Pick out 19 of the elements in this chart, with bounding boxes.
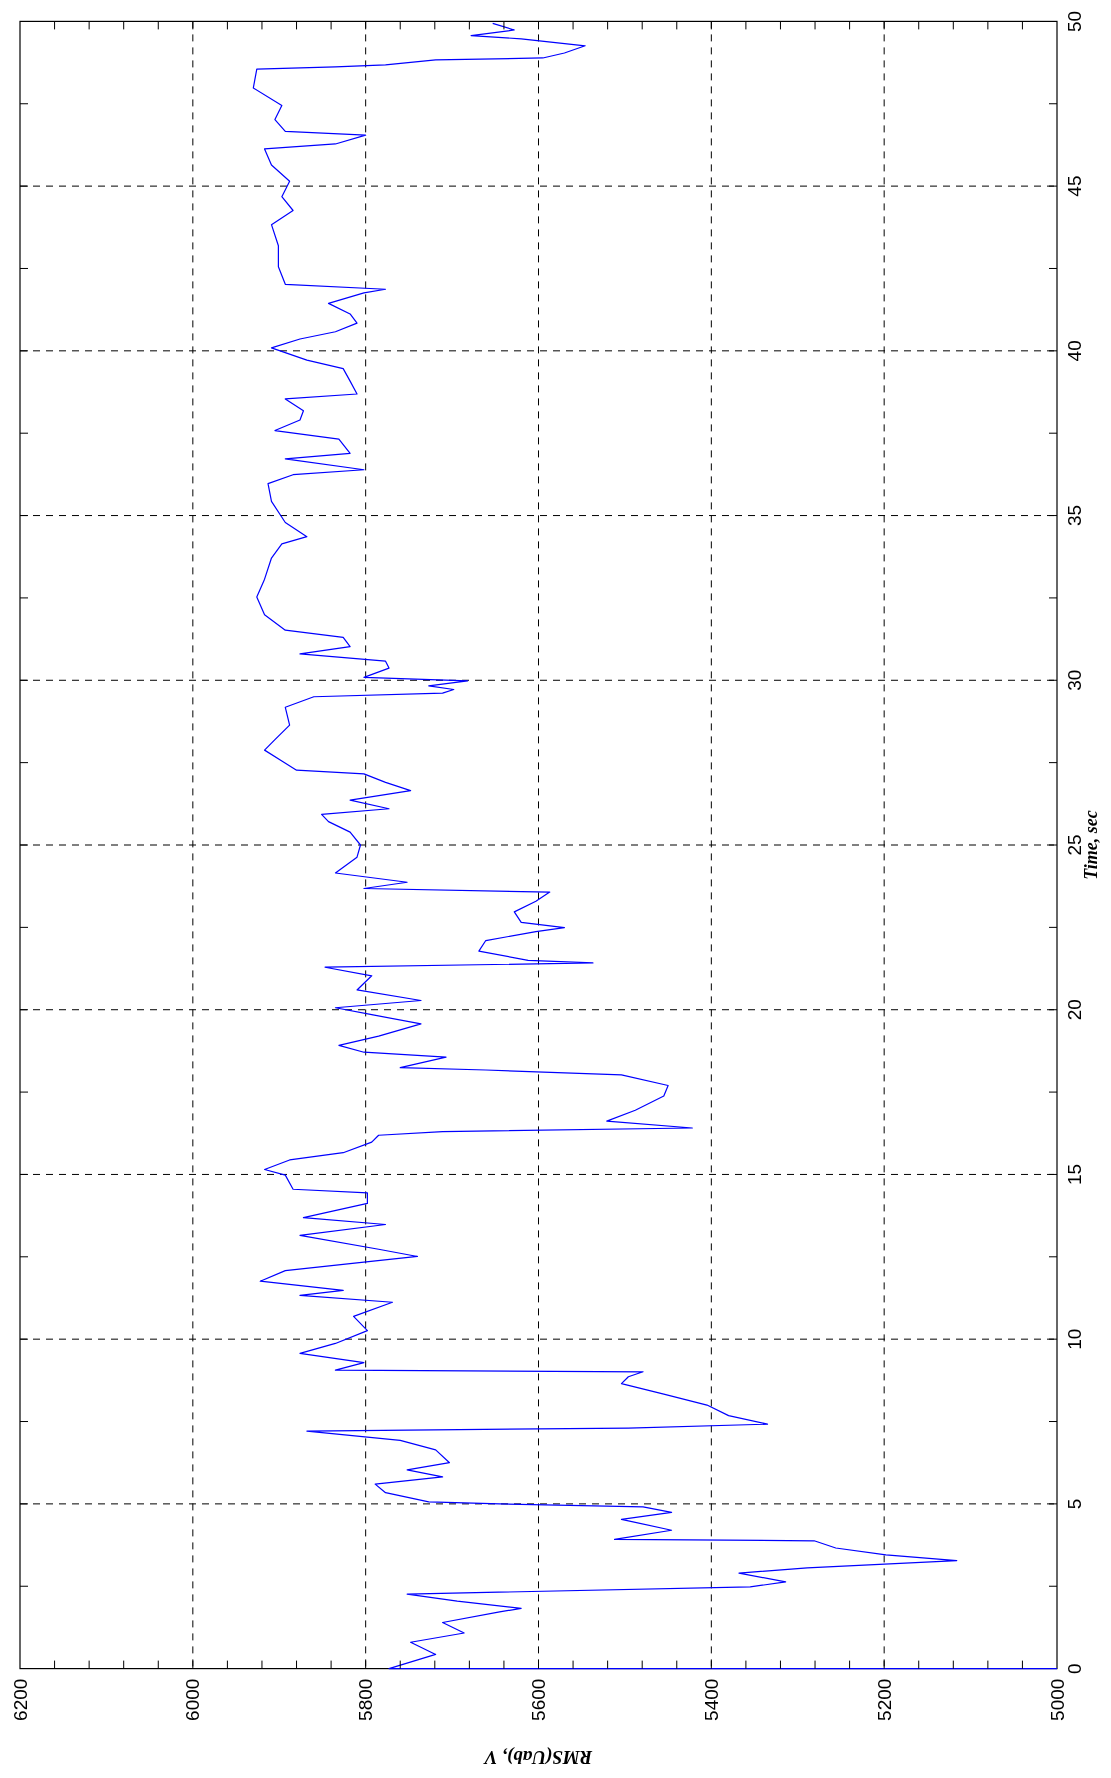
y-tick-label: 30: [1064, 669, 1086, 691]
x-tick-label: 5200: [873, 1678, 895, 1721]
y-tick-label: 40: [1064, 340, 1086, 362]
x-tick-label: 6000: [182, 1678, 204, 1721]
y-tick-label: 15: [1064, 1163, 1086, 1186]
x-axis-title: RMS(Uab), V: [483, 1745, 594, 1768]
x-tick-label: 5000: [1046, 1678, 1068, 1721]
x-tick-label: 6200: [9, 1678, 31, 1721]
y-tick-label: 5: [1064, 1498, 1086, 1510]
x-tick-label: 5600: [528, 1678, 550, 1721]
y-tick-label: 45: [1064, 175, 1086, 197]
y-tick-label: 10: [1064, 1328, 1086, 1350]
y-tick-label: 0: [1064, 1663, 1086, 1674]
line-series: [252, 22, 1058, 1670]
y-tick-label: 20: [1064, 999, 1086, 1021]
y-tick-label: 50: [1064, 10, 1086, 32]
x-tick-label: 5400: [700, 1678, 722, 1721]
x-tick-label: 5800: [355, 1678, 377, 1721]
y-tick-label: 35: [1064, 504, 1086, 527]
